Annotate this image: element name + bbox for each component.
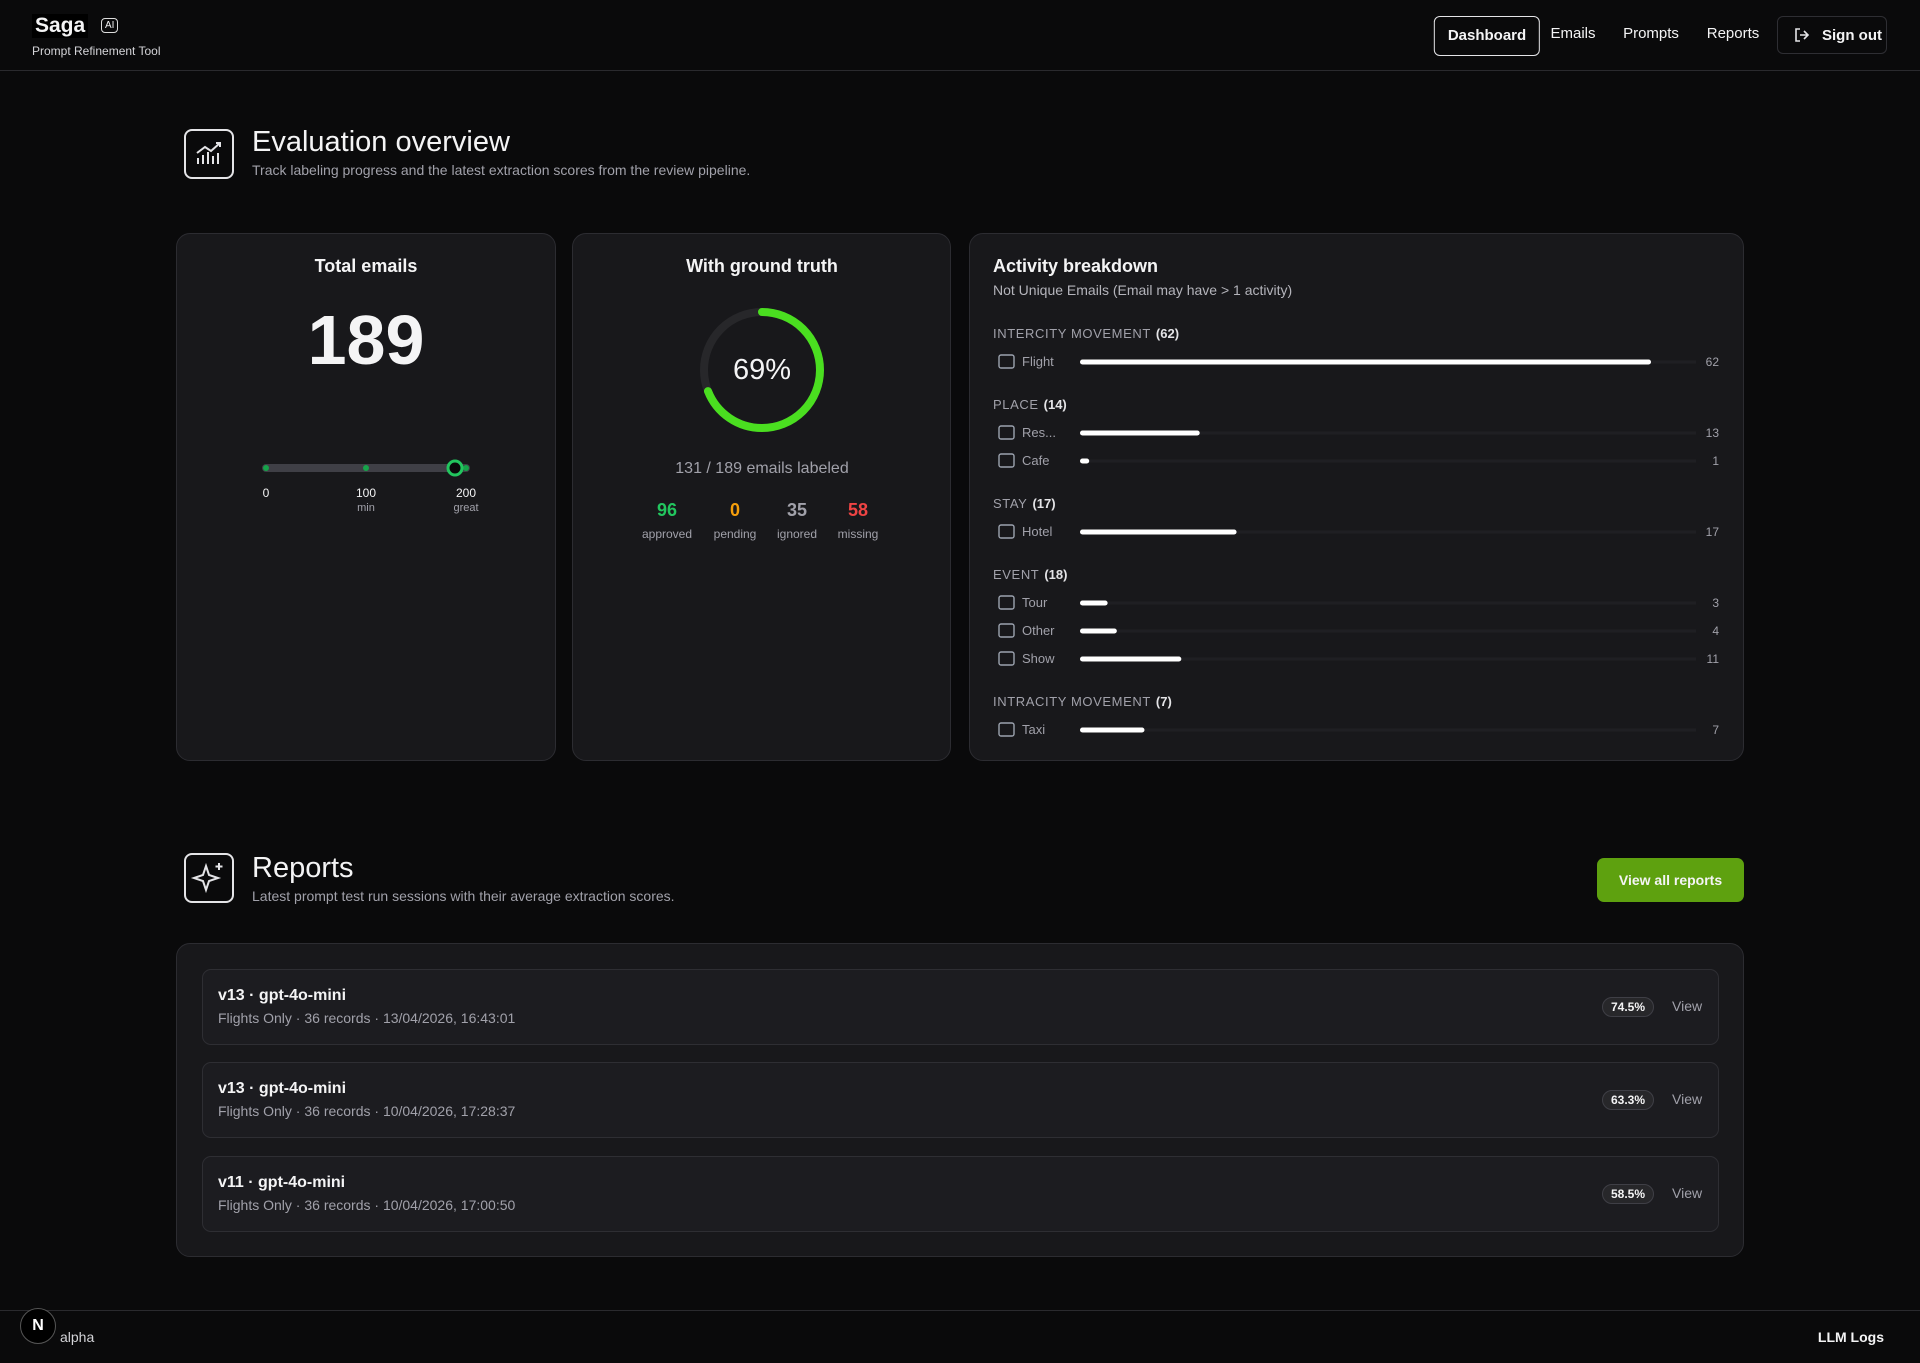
total-card bbox=[176, 233, 556, 761]
stat-value: 58 bbox=[847, 500, 869, 520]
stat-label: approved bbox=[641, 527, 693, 541]
sign-out-button[interactable]: Sign out bbox=[1777, 16, 1887, 54]
reports-icon bbox=[184, 853, 234, 903]
activity-subtitle: Not Unique Emails (Email may have > 1 ac… bbox=[993, 282, 1293, 298]
logo[interactable]: Saga bbox=[32, 14, 89, 38]
report-view[interactable]: View bbox=[1672, 1091, 1703, 1107]
group-count: (17) bbox=[1032, 496, 1056, 511]
stat-value: 0 bbox=[729, 500, 741, 520]
item-value: 3 bbox=[1712, 596, 1719, 610]
labeled-caption: 131 / 189 emails labeled bbox=[675, 460, 849, 477]
footer-left: alpha bbox=[60, 1329, 95, 1345]
report-row[interactable] bbox=[202, 969, 1719, 1045]
gauge-tick-label: 200 bbox=[455, 486, 477, 500]
item-label: Res... bbox=[1022, 425, 1056, 440]
chart-icon bbox=[196, 142, 221, 164]
group-name: STAY bbox=[993, 496, 1028, 511]
app-subtitle: Prompt Refinement Tool bbox=[32, 44, 161, 58]
group-count: (18) bbox=[1044, 567, 1068, 582]
group-name: INTRACITY MOVEMENT bbox=[993, 694, 1151, 709]
stat-label: pending bbox=[713, 527, 757, 541]
group-name: EVENT bbox=[993, 567, 1040, 582]
gauge-tick-note: great bbox=[453, 502, 479, 514]
group-count: (7) bbox=[1155, 694, 1172, 709]
item-label: Other bbox=[1022, 623, 1055, 638]
group-count: (62) bbox=[1155, 326, 1180, 341]
item-value: 13 bbox=[1705, 426, 1719, 440]
activity-title: Activity breakdown bbox=[993, 256, 1159, 276]
report-score: 63.3% bbox=[1602, 1090, 1655, 1110]
gauge-tick-label: 0 bbox=[262, 486, 270, 500]
stat-label: missing bbox=[837, 527, 879, 541]
ground-truth-title: With ground truth bbox=[686, 256, 838, 276]
item-label: Taxi bbox=[1022, 722, 1046, 737]
report-view[interactable]: View bbox=[1672, 1185, 1703, 1201]
header-divider bbox=[0, 70, 1920, 71]
item-label: Cafe bbox=[1022, 453, 1050, 468]
sign-out-label[interactable]: Sign out bbox=[1822, 27, 1882, 44]
ground-truth-card bbox=[572, 233, 951, 761]
report-row[interactable] bbox=[202, 1062, 1719, 1138]
sparkle-icon bbox=[190, 862, 223, 894]
report-meta: Flights Only · 36 records · 13/04/2026, … bbox=[218, 1010, 516, 1026]
item-label: Show bbox=[1022, 651, 1055, 666]
report-meta: Flights Only · 36 records · 10/04/2026, … bbox=[218, 1197, 516, 1213]
group-count: (14) bbox=[1043, 397, 1067, 412]
logo-badge: AI bbox=[101, 18, 119, 33]
item-value: 62 bbox=[1705, 355, 1719, 369]
item-value: 1 bbox=[1712, 454, 1719, 468]
reports-title: Reports bbox=[252, 852, 354, 884]
report-meta: Flights Only · 36 records · 10/04/2026, … bbox=[218, 1103, 516, 1119]
item-label: Hotel bbox=[1022, 524, 1053, 539]
item-value: 4 bbox=[1712, 624, 1719, 638]
overview-title: Evaluation overview bbox=[252, 126, 510, 158]
nav-item[interactable]: Prompts bbox=[1623, 25, 1679, 42]
activity-card bbox=[969, 233, 1744, 761]
group-name: PLACE bbox=[993, 397, 1039, 412]
gauge-tick-note: min bbox=[357, 502, 375, 514]
dev-indicator[interactable]: N bbox=[20, 1308, 56, 1344]
nav-item[interactable]: Dashboard bbox=[1433, 16, 1541, 56]
nav-item[interactable]: Emails bbox=[1550, 25, 1596, 42]
stat-value: 35 bbox=[786, 500, 808, 520]
group-name: INTERCITY MOVEMENT bbox=[993, 326, 1151, 341]
item-label: Flight bbox=[1022, 354, 1054, 369]
report-title: v11 · gpt-4o-mini bbox=[218, 1174, 346, 1191]
report-score: 74.5% bbox=[1602, 997, 1655, 1017]
gauge-tick-label: 100 bbox=[355, 486, 377, 500]
nav-item[interactable]: Reports bbox=[1706, 25, 1760, 42]
overview-icon bbox=[184, 129, 234, 179]
footer-divider bbox=[0, 1310, 1920, 1311]
total-value: 189 bbox=[307, 301, 425, 379]
report-title: v13 · gpt-4o-mini bbox=[218, 987, 347, 1004]
item-value: 7 bbox=[1712, 723, 1719, 737]
report-title: v13 · gpt-4o-mini bbox=[218, 1080, 347, 1097]
view-all-reports-button[interactable]: View all reports bbox=[1597, 858, 1744, 902]
stat-label: ignored bbox=[776, 527, 818, 541]
report-row[interactable] bbox=[202, 1156, 1719, 1232]
reports-subtitle: Latest prompt test run sessions with the… bbox=[252, 888, 675, 904]
llm-logs-link[interactable]: LLM Logs bbox=[1817, 1329, 1884, 1345]
sign-out-icon bbox=[1795, 28, 1810, 42]
progress-label: 69% bbox=[732, 354, 792, 386]
report-score: 58.5% bbox=[1602, 1184, 1655, 1204]
item-label: Tour bbox=[1022, 595, 1048, 610]
stat-value: 96 bbox=[656, 500, 678, 520]
overview-subtitle: Track labeling progress and the latest e… bbox=[252, 162, 751, 178]
report-view[interactable]: View bbox=[1672, 998, 1703, 1014]
total-title: Total emails bbox=[314, 256, 418, 276]
item-value: 17 bbox=[1705, 525, 1719, 539]
item-value: 11 bbox=[1706, 652, 1719, 666]
